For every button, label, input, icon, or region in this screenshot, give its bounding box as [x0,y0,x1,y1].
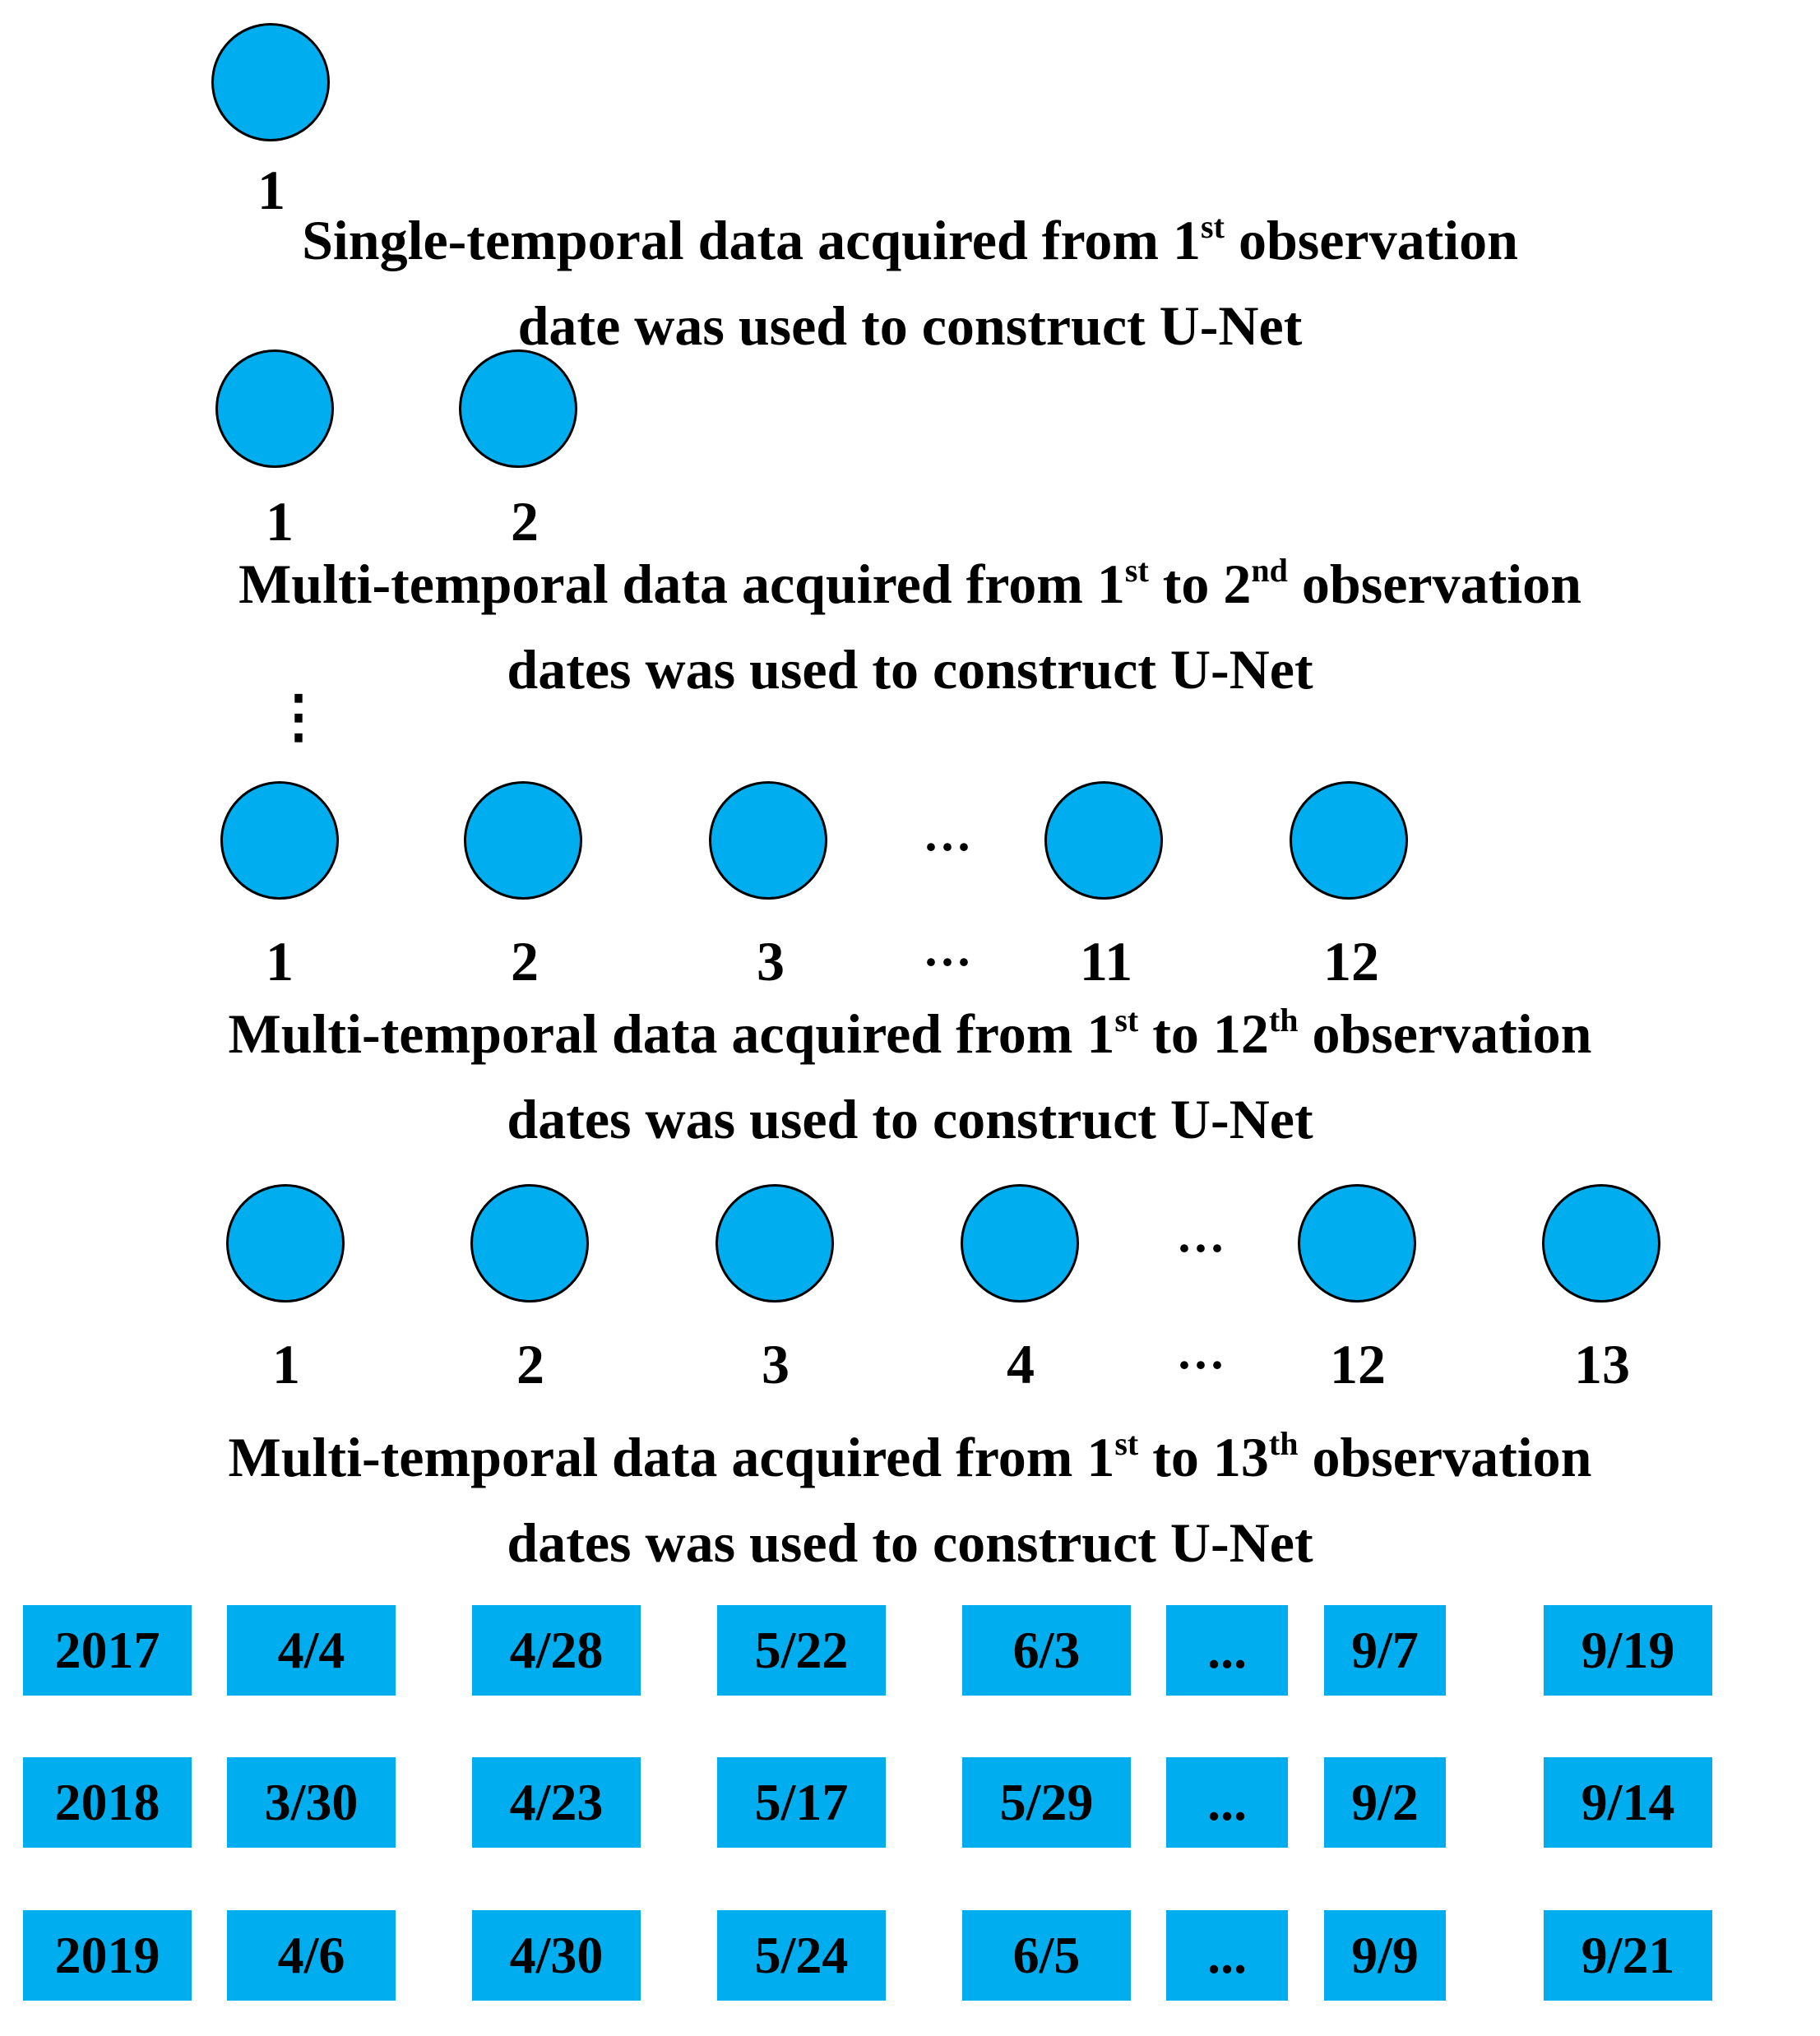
date-cell: 4/23 [472,1757,641,1848]
date-cell: 4/6 [227,1910,396,2001]
observation-label: 3 [757,930,785,993]
horizontal-ellipsis: ··· [922,820,973,874]
date-cell: 5/24 [717,1910,886,2001]
horizontal-ellipsis: ··· [1175,1221,1226,1275]
observation-label: 2 [511,930,539,993]
observation-label: 1 [257,159,285,221]
date-cell: 5/17 [717,1757,886,1848]
date-cell: 3/30 [227,1757,396,1848]
observation-circle [1290,781,1408,900]
observation-label: 2 [511,490,539,553]
caption-multi-temporal-12: Multi-temporal data acquired from 1st to… [228,1002,1592,1150]
observation-label: 1 [266,490,294,553]
year-cell: 2019 [23,1910,192,2001]
date-cell: 6/5 [962,1910,1131,2001]
observation-circle [470,1184,589,1303]
observation-label: 1 [266,930,294,993]
year-cell: 2017 [23,1605,192,1696]
date-cell: 9/21 [1544,1910,1712,2001]
observation-circle [715,1184,834,1303]
caption-multi-temporal-2: Multi-temporal data acquired from 1st to… [238,552,1582,701]
observation-circle [709,781,827,900]
observation-label: 13 [1574,1333,1630,1395]
observation-label: 12 [1323,930,1379,993]
observation-circle [961,1184,1079,1303]
observation-circle [464,781,582,900]
observation-circle [220,781,339,900]
date-cell: 6/3 [962,1605,1131,1696]
date-cell: 9/19 [1544,1605,1712,1696]
date-cell: 4/4 [227,1605,396,1696]
ellipsis-cell: ... [1166,1910,1288,2001]
observation-label: 3 [762,1333,790,1395]
observation-circle [1542,1184,1660,1303]
ellipsis-cell: ... [1166,1757,1288,1848]
observation-label: 11 [1079,930,1133,993]
year-cell: 2018 [23,1757,192,1848]
observation-circle [1298,1184,1416,1303]
ellipsis-cell: ... [1166,1605,1288,1696]
date-cell: 9/9 [1324,1910,1446,2001]
date-cell: 9/14 [1544,1757,1712,1848]
date-cell: 9/7 [1324,1605,1446,1696]
observation-circle [459,349,577,468]
date-cell: 4/30 [472,1910,641,2001]
date-cell: 9/2 [1324,1757,1446,1848]
horizontal-ellipsis: ··· [1175,1338,1226,1392]
caption-single-temporal: Single-temporal data acquired from 1st o… [302,208,1518,357]
observation-circle [211,23,330,141]
observation-circle [1044,781,1163,900]
observation-label: 12 [1330,1333,1386,1395]
date-cell: 5/22 [717,1605,886,1696]
observation-label: 4 [1007,1333,1035,1395]
date-cell: 5/29 [962,1757,1131,1848]
observation-circle [215,349,334,468]
observation-circle [226,1184,345,1303]
horizontal-ellipsis: ··· [922,935,973,989]
vertical-ellipsis: ⋮ [270,686,327,749]
date-cell: 4/28 [472,1605,641,1696]
caption-multi-temporal-13: Multi-temporal data acquired from 1st to… [228,1425,1592,1574]
observation-label: 1 [272,1333,300,1395]
observation-label: 2 [516,1333,544,1395]
